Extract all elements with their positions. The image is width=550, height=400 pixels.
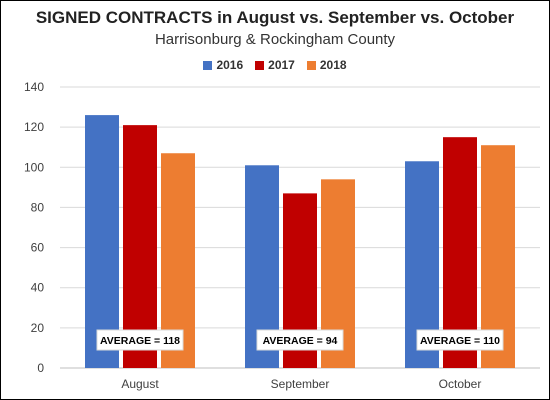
bar-2016-august: [85, 115, 119, 368]
legend-swatch-2017: [255, 60, 265, 70]
average-label-box: [416, 329, 504, 351]
legend: 2016 2017 2018: [0, 57, 550, 73]
average-label: AVERAGE = 118: [100, 335, 180, 347]
legend-item-2017: 2017: [255, 58, 295, 72]
x-tick-label: October: [439, 377, 482, 391]
y-tick-label: 20: [31, 321, 45, 335]
chart-title: SIGNED CONTRACTS in August vs. September…: [35, 8, 515, 27]
average-label: AVERAGE = 94: [263, 335, 338, 347]
y-tick-label: 120: [24, 120, 44, 134]
average-label: AVERAGE = 110: [420, 335, 500, 347]
y-tick-label: 0: [37, 361, 44, 375]
x-tick-label: September: [271, 377, 330, 391]
x-tick-label: August: [121, 377, 159, 391]
y-tick-label: 40: [31, 281, 45, 295]
legend-label-2018: 2018: [319, 58, 347, 72]
legend-item-2016: 2016: [203, 58, 243, 72]
y-tick-label: 100: [24, 160, 44, 174]
y-tick-label: 140: [24, 80, 44, 94]
legend-swatch-2018: [306, 60, 316, 70]
chart-subtitle: Harrisonburg & Rockingham County: [154, 31, 396, 48]
legend-label-2017: 2017: [268, 58, 295, 72]
legend-item-2018: 2018: [306, 58, 347, 72]
bar-2017-august: [123, 125, 157, 368]
average-label-box: [256, 329, 344, 351]
y-tick-label: 80: [31, 200, 45, 214]
y-tick-label: 60: [31, 241, 45, 255]
legend-swatch-2016: [203, 60, 213, 70]
average-label-box: [96, 329, 184, 351]
legend-label-2016: 2016: [216, 58, 244, 72]
